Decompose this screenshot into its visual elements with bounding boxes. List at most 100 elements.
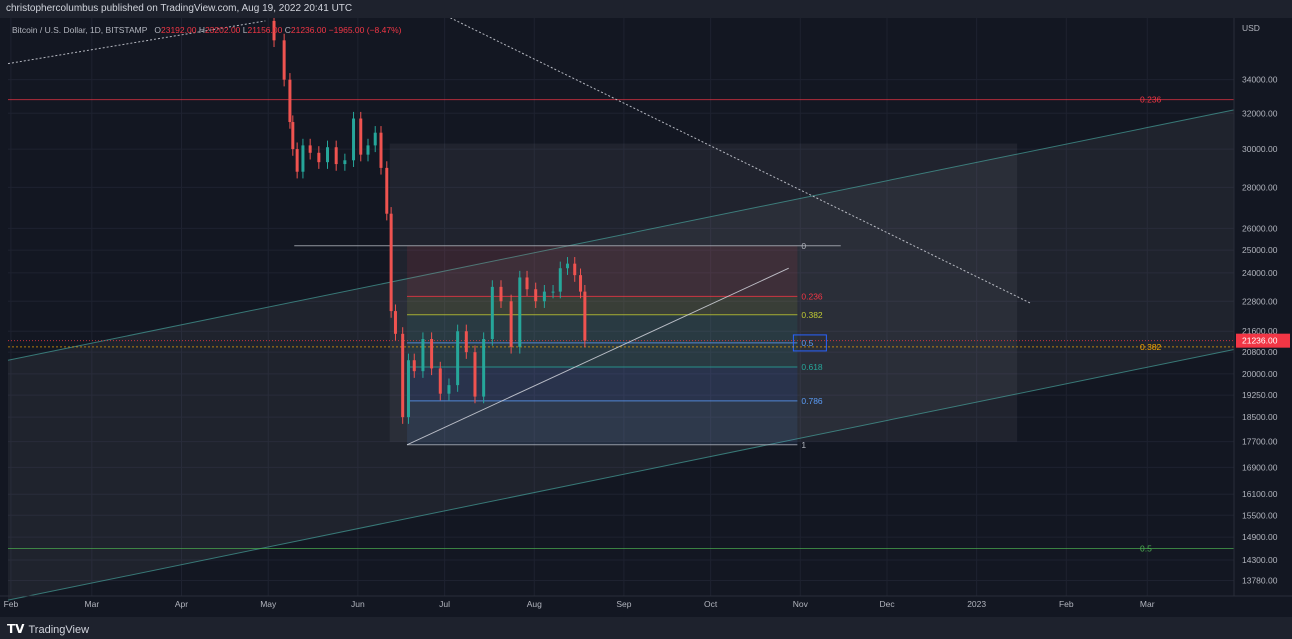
y-tick-label: 17700.00 bbox=[1242, 437, 1278, 447]
candle-body bbox=[406, 360, 410, 418]
candle-body bbox=[430, 339, 434, 369]
open-label: O bbox=[154, 25, 161, 35]
y-tick-label: 14900.00 bbox=[1242, 532, 1278, 542]
low-label: L bbox=[242, 25, 248, 35]
x-tick-label: Mar bbox=[85, 599, 100, 609]
channel-lower-line bbox=[7, 349, 1235, 601]
low-value: 21156.00 bbox=[247, 25, 283, 35]
change-value: −1965.00 (−8.47%) bbox=[328, 25, 402, 35]
close-label: C bbox=[284, 25, 291, 35]
fib-band bbox=[407, 400, 798, 445]
symbol-name: Bitcoin / U.S. Dollar, 1D, BITSTAMP bbox=[12, 25, 148, 35]
trend-line bbox=[406, 267, 789, 446]
candle-body bbox=[558, 268, 562, 292]
x-tick-label: Nov bbox=[793, 599, 809, 609]
channel-upper-line bbox=[7, 109, 1235, 361]
candle-body bbox=[291, 122, 295, 150]
horizontal-level-label: 0.236 bbox=[1140, 95, 1162, 105]
tradingview-brand[interactable]: 𝗧𝗩 TradingView bbox=[7, 622, 89, 636]
candle-body bbox=[482, 339, 486, 397]
candle-body bbox=[518, 277, 522, 347]
candle-body bbox=[389, 213, 393, 312]
fib-band bbox=[407, 314, 798, 343]
trend-line bbox=[7, 20, 266, 65]
x-tick-label: May bbox=[260, 599, 277, 609]
high-value: 23202.00 bbox=[204, 25, 241, 35]
candle-body bbox=[343, 160, 347, 165]
y-tick-label: 16900.00 bbox=[1242, 462, 1278, 472]
x-tick-label: Sep bbox=[616, 599, 631, 609]
candle-body bbox=[359, 118, 363, 155]
candle-body bbox=[456, 331, 460, 386]
high-label: H bbox=[198, 25, 205, 35]
y-tick-label: 26000.00 bbox=[1242, 223, 1278, 233]
fib-label-highlight bbox=[792, 334, 827, 352]
y-tick-label: 20800.00 bbox=[1242, 347, 1278, 357]
candle-body bbox=[473, 352, 477, 397]
fib-level-label: 0.618 bbox=[801, 362, 823, 372]
candle-body bbox=[326, 147, 330, 163]
candle-body bbox=[438, 368, 442, 394]
x-tick-label: Feb bbox=[4, 599, 19, 609]
candle-body bbox=[566, 263, 570, 269]
fib-level-label: 1 bbox=[801, 440, 806, 450]
axis-currency-label: USD bbox=[1242, 23, 1260, 33]
x-tick-label: Apr bbox=[175, 599, 188, 609]
candle-body bbox=[272, 20, 276, 41]
candle-body bbox=[401, 333, 405, 418]
candle-body bbox=[551, 291, 555, 293]
candle-body bbox=[583, 291, 587, 341]
y-tick-label: 34000.00 bbox=[1242, 75, 1278, 85]
publisher-text: christophercolumbus published on Trading… bbox=[6, 3, 353, 14]
candle-body bbox=[334, 147, 338, 165]
channel-fill bbox=[8, 109, 1234, 601]
y-tick-label: 20000.00 bbox=[1242, 369, 1278, 379]
horizontal-level-label: 0.382 bbox=[1140, 342, 1162, 352]
fib-level-label: 0.236 bbox=[801, 291, 823, 301]
candle-body bbox=[447, 385, 451, 394]
footer-bar: 𝗧𝗩 TradingView bbox=[0, 617, 1292, 639]
y-tick-label: 21600.00 bbox=[1242, 326, 1278, 336]
close-value: 21236.00 bbox=[290, 25, 327, 35]
price-tag bbox=[1236, 333, 1290, 348]
horizontal-level-label: 0.5 bbox=[1140, 543, 1152, 553]
candle-body bbox=[573, 263, 577, 276]
candle-body bbox=[490, 286, 494, 340]
candle-body bbox=[308, 145, 312, 153]
open-value: 23192.00 bbox=[160, 25, 197, 35]
x-tick-label: Oct bbox=[704, 599, 718, 609]
y-tick-label: 24000.00 bbox=[1242, 268, 1278, 278]
y-tick-label: 16100.00 bbox=[1242, 489, 1278, 499]
candle-body bbox=[534, 289, 538, 302]
x-tick-label: Jun bbox=[351, 599, 365, 609]
y-tick-label: 25000.00 bbox=[1242, 245, 1278, 255]
fib-level-label: 0 bbox=[801, 241, 806, 251]
candle-body bbox=[288, 79, 292, 123]
x-tick-label: Dec bbox=[879, 599, 895, 609]
projection-box bbox=[389, 143, 1018, 442]
candle-body bbox=[412, 360, 416, 372]
candle-body bbox=[542, 291, 546, 302]
y-tick-label: 18500.00 bbox=[1242, 412, 1278, 422]
tradingview-logo-icon: 𝗧𝗩 bbox=[7, 622, 25, 636]
candle-body bbox=[525, 277, 529, 290]
y-tick-label: 13780.00 bbox=[1242, 575, 1278, 585]
y-tick-label: 32000.00 bbox=[1242, 108, 1278, 118]
candle-body bbox=[352, 118, 356, 161]
candle-body bbox=[499, 286, 503, 302]
candle-body bbox=[421, 339, 425, 372]
candle-body bbox=[509, 301, 513, 347]
symbol-legend: Bitcoin / U.S. Dollar, 1D, BITSTAMP O231… bbox=[12, 25, 401, 35]
fib-band bbox=[407, 367, 798, 401]
candle-body bbox=[295, 149, 299, 172]
candle-body bbox=[373, 132, 377, 146]
candle-body bbox=[579, 275, 583, 292]
y-tick-label: 28000.00 bbox=[1242, 182, 1278, 192]
brand-label: TradingView bbox=[28, 624, 90, 636]
candle-body bbox=[317, 152, 321, 163]
candle-body bbox=[393, 311, 397, 334]
x-tick-label: 2023 bbox=[967, 599, 986, 609]
